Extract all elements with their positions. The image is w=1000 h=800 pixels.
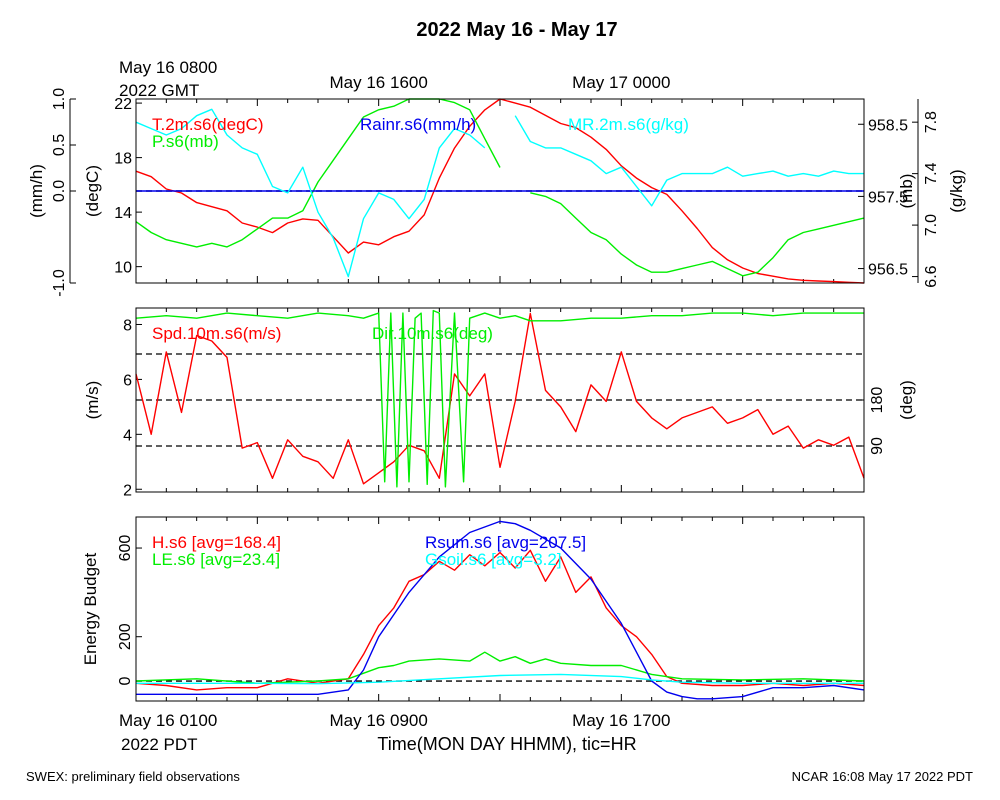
top-time-label: May 16 1600 [330,73,428,92]
legend-le: LE.s6 [avg=23.4] [152,550,280,569]
legend-rain: Rainr.s6(mm/h) [360,115,476,134]
bottom-time-label: May 16 0100 [119,711,217,730]
wind-series [135,309,865,488]
y-tick-label-rain: -1.0 [51,269,68,297]
y-axis-label-temp: (degC) [83,165,102,217]
legend-mr: MR.2m.s6(g/kg) [568,115,689,134]
y-tick-label-temp: 10 [114,260,132,277]
footer-left: SWEX: preliminary field observations [26,769,240,784]
y-tick-label-pres: 958.5 [868,117,908,134]
panel-energy: 0 200 600 Energy Budget H.s6 [avg=168.4] LE… [81,516,865,702]
series-line-red-0 [135,312,865,485]
y-axis-label-energy: Energy Budget [81,552,100,665]
y-tick-label-mr: 7.4 [923,162,940,184]
y-tick-label-rain: 1.0 [51,88,68,110]
y-axis-label-dir: (deg) [897,380,916,420]
bottom-time-label: May 16 0900 [330,711,428,730]
y-tick-label-mr: 7.8 [923,111,940,133]
bottom-time-labels: May 16 0100 2022 PDT May 16 0900 May 16 170… [119,711,670,754]
energy-series [135,520,865,700]
y-axis-label-rain: (mm/h) [27,164,46,218]
y-tick-label-temp: 22 [114,96,132,113]
legend-pres: P.s6(mb) [152,132,219,151]
legend-rsum: Rsum.s6 [avg=207.5] [425,533,586,552]
y-tick-label-temp: 14 [114,205,132,222]
y-axis-label-spd: (m/s) [83,381,102,420]
y-tick-label-rain: 0.5 [51,134,68,156]
y-tick-label-mr: 6.6 [923,265,940,287]
top-time-label: May 16 0800 [119,58,217,77]
chart-title: 2022 May 16 - May 17 [416,19,617,41]
panel-wind: 2 4 6 8 (m/s) 90 180 (deg) Spd.10m.s6(m/s) Dir.… [83,307,916,499]
bottom-time-label: May 16 1700 [572,711,670,730]
legend-spd: Spd.10m.s6(m/s) [152,324,281,343]
y-tick-label-mr: 7.0 [923,214,940,236]
legend-gsoil: Gsoil.s6 [avg=3.2] [425,550,562,569]
y-tick-label-temp: 18 [114,151,132,168]
energy-frame [135,516,865,702]
series-line-red-0 [135,549,865,691]
series-line-green-1 [135,651,865,684]
y-tick-label-spd: 6 [123,372,132,389]
y-tick-label-dir: 180 [869,387,886,414]
top-time-labels: May 16 0800 2022 GMT May 16 1600 May 17 000… [119,58,670,100]
y-tick-label-pres: 956.5 [868,262,908,279]
y-axis-label-pres: (mb) [897,174,916,209]
series-line-green-1 [135,309,864,488]
footer-right: NCAR 16:08 May 17 2022 PDT [792,769,973,784]
y-tick-label-dir: 90 [869,437,886,455]
y-tick-label-pres: 957.5 [868,189,908,206]
top-time-label: May 17 0000 [572,73,670,92]
y-tick-label-spd: 4 [123,427,132,444]
series-line-cyan-3 [135,108,864,278]
bottom-time-label-sub: 2022 PDT [121,735,198,754]
y-tick-label-spd: 8 [123,317,132,334]
x-axis-label: Time(MON DAY HHMM), tic=HR [377,734,636,754]
series-line-cyan-3 [136,673,864,685]
legend-temp: T.2m.s6(degC) [152,115,263,134]
met-frame [135,98,865,284]
legend-h: H.s6 [avg=168.4] [152,533,281,552]
y-tick-label-energy: 200 [117,623,134,650]
top-time-label-sub: 2022 GMT [119,81,199,100]
y-tick-label-rain: 0.0 [51,180,68,202]
y-tick-label-energy: 600 [117,535,134,562]
y-axis-label-mr: (g/kg) [947,169,966,212]
y-tick-label-energy: 0 [117,677,134,686]
legend-dir: Dir.10m.s6(deg) [372,324,493,343]
wind-frame [135,307,865,493]
y-tick-label-spd: 2 [123,482,132,499]
panel-met: -1.0 0.0 0.5 1.0 (mm/h) 10 14 18 22 (degC) 956.5 95… [27,88,966,297]
